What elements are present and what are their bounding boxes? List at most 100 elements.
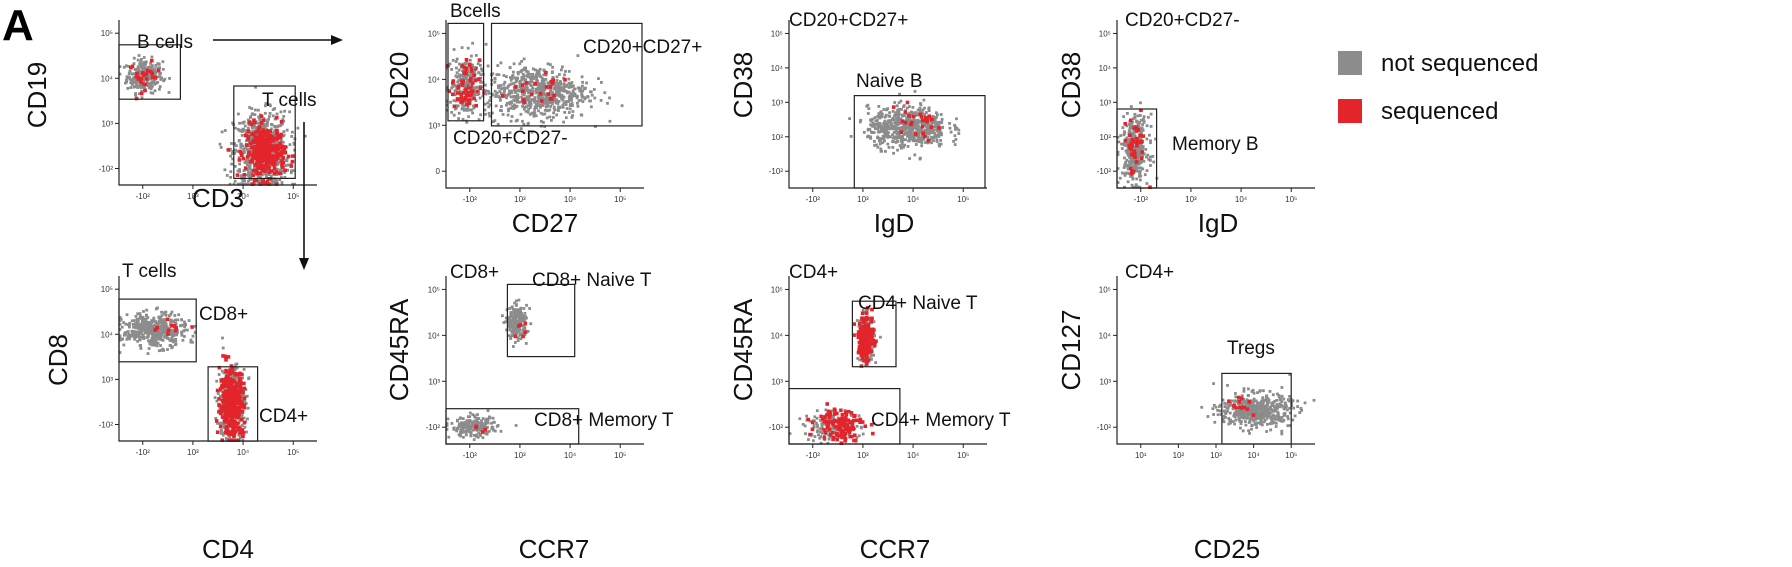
point-not-sequenced [253, 182, 257, 186]
point-not-sequenced [234, 377, 238, 380]
y-tick-label: -10² [99, 165, 114, 174]
point-not-sequenced [239, 145, 243, 149]
point-not-sequenced [593, 96, 597, 100]
point-sequenced [462, 91, 466, 95]
point-not-sequenced [511, 311, 515, 314]
point-not-sequenced [240, 142, 243, 146]
point-not-sequenced [218, 389, 222, 393]
point-not-sequenced [163, 327, 167, 331]
point-sequenced [921, 131, 925, 136]
point-not-sequenced [518, 328, 522, 332]
point-not-sequenced [479, 76, 483, 80]
point-sequenced [220, 415, 225, 419]
point-not-sequenced [883, 131, 887, 135]
point-sequenced [483, 427, 488, 432]
point-not-sequenced [1127, 139, 1130, 143]
point-not-sequenced [576, 86, 580, 90]
point-not-sequenced [525, 316, 528, 320]
point-not-sequenced [251, 136, 255, 140]
point-not-sequenced [887, 114, 891, 118]
point-not-sequenced [240, 414, 243, 418]
point-not-sequenced [542, 91, 545, 95]
point-not-sequenced [128, 324, 131, 328]
point-not-sequenced [957, 132, 961, 135]
point-sequenced [240, 428, 245, 432]
point-sequenced [1139, 108, 1143, 113]
y-tick-label: 10³ [1099, 98, 1111, 107]
point-not-sequenced [539, 82, 542, 86]
point-sequenced [236, 438, 240, 442]
point-not-sequenced [482, 425, 486, 429]
point-not-sequenced [171, 340, 175, 344]
point-not-sequenced [457, 117, 460, 120]
point-not-sequenced [484, 418, 488, 422]
point-not-sequenced [924, 123, 928, 127]
point-sequenced [165, 317, 170, 322]
point-not-sequenced [270, 122, 273, 126]
point-sequenced [464, 58, 469, 62]
point-not-sequenced [533, 100, 537, 103]
point-not-sequenced [455, 57, 459, 61]
point-not-sequenced [150, 343, 154, 347]
point-not-sequenced [1149, 155, 1152, 159]
x-tick-label: 10³ [187, 448, 199, 457]
point-not-sequenced [138, 337, 141, 341]
point-sequenced [283, 145, 287, 149]
point-sequenced [452, 104, 457, 109]
point-not-sequenced [552, 116, 555, 119]
point-not-sequenced [493, 119, 497, 122]
point-not-sequenced [508, 92, 511, 96]
x-axis-label: IgD [874, 208, 914, 238]
point-not-sequenced [451, 58, 455, 62]
point-not-sequenced [174, 339, 178, 343]
point-not-sequenced [130, 81, 134, 85]
point-sequenced [1132, 126, 1136, 130]
point-not-sequenced [931, 131, 935, 134]
point-not-sequenced [1138, 172, 1141, 176]
point-not-sequenced [484, 112, 487, 116]
point-not-sequenced [925, 131, 929, 135]
point-not-sequenced [527, 89, 530, 93]
point-not-sequenced [888, 127, 892, 131]
point-sequenced [255, 168, 259, 173]
point-not-sequenced [476, 416, 480, 420]
point-not-sequenced [1136, 155, 1139, 159]
point-not-sequenced [879, 110, 883, 114]
point-not-sequenced [479, 433, 482, 437]
point-not-sequenced [452, 48, 456, 51]
point-sequenced [279, 150, 284, 155]
point-not-sequenced [870, 130, 873, 134]
point-not-sequenced [487, 91, 491, 95]
point-not-sequenced [247, 170, 250, 174]
point-not-sequenced [558, 105, 562, 109]
point-sequenced [233, 409, 238, 414]
point-not-sequenced [147, 82, 151, 85]
point-not-sequenced [454, 60, 458, 63]
point-not-sequenced [233, 126, 237, 130]
point-not-sequenced [460, 424, 464, 428]
point-not-sequenced [168, 344, 172, 347]
point-not-sequenced [478, 421, 482, 425]
point-not-sequenced [566, 91, 569, 95]
point-not-sequenced [1125, 124, 1129, 128]
point-sequenced [233, 430, 238, 434]
point-not-sequenced [228, 182, 232, 186]
point-not-sequenced [1139, 129, 1142, 132]
point-not-sequenced [160, 318, 163, 322]
point-not-sequenced [886, 142, 890, 146]
point-not-sequenced [514, 319, 518, 323]
point-sequenced [1140, 150, 1144, 154]
point-not-sequenced [526, 72, 530, 75]
point-not-sequenced [570, 102, 574, 105]
point-not-sequenced [125, 77, 129, 81]
point-not-sequenced [1126, 180, 1130, 184]
point-not-sequenced [883, 124, 887, 128]
point-not-sequenced [502, 74, 506, 77]
point-sequenced [919, 114, 924, 119]
point-sequenced [226, 411, 231, 416]
point-not-sequenced [455, 104, 459, 108]
point-not-sequenced [926, 136, 930, 139]
point-not-sequenced [903, 128, 907, 131]
point-not-sequenced [248, 106, 251, 109]
point-not-sequenced [291, 182, 295, 186]
